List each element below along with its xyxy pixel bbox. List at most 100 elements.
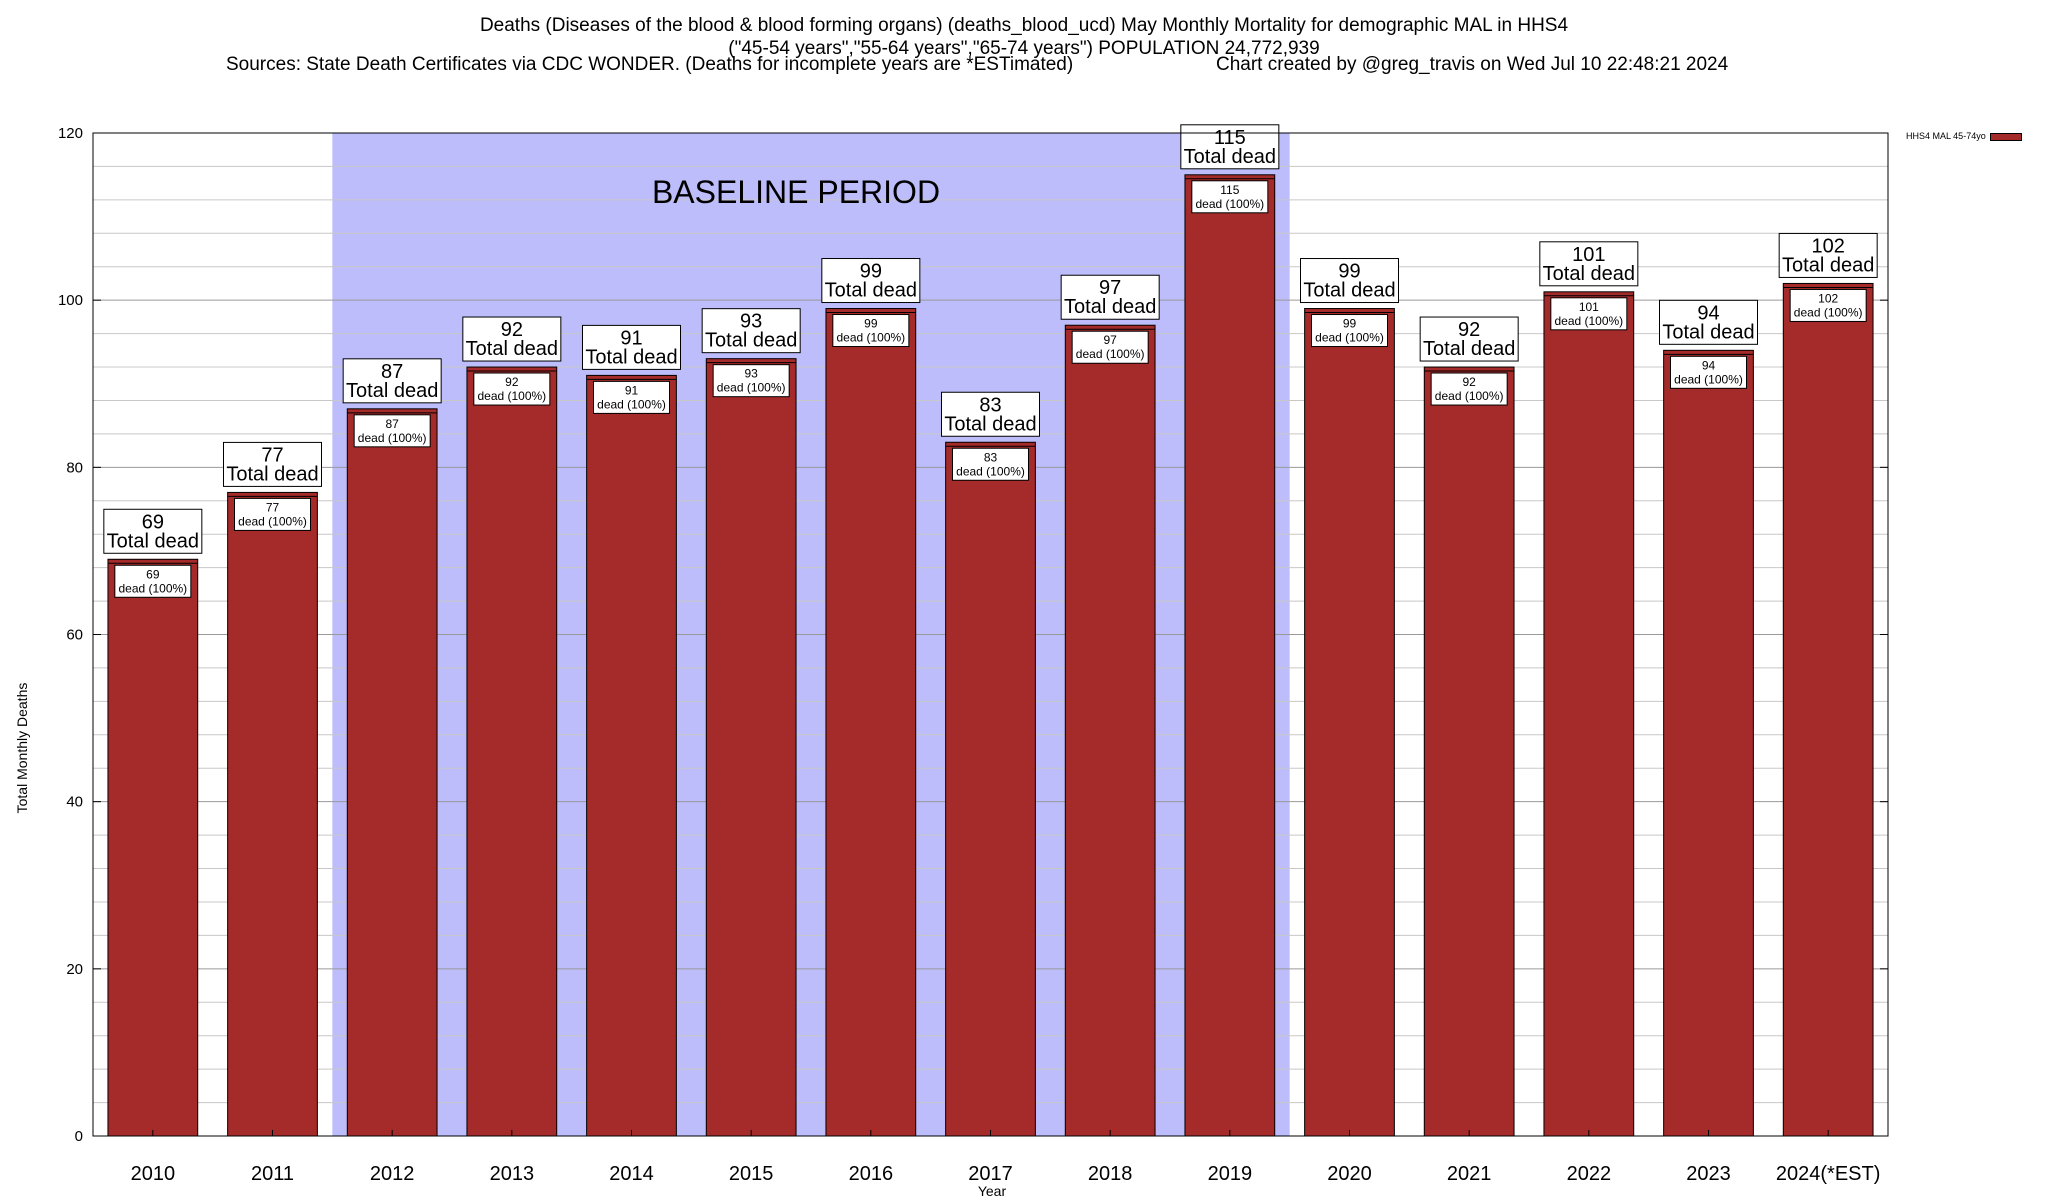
bar-total-value: 92 <box>1458 319 1480 341</box>
bar-inner-value: 115 <box>1220 183 1239 197</box>
bar-total-value: 83 <box>979 394 1001 416</box>
bar-total-value: 97 <box>1099 277 1121 299</box>
bar-inner-label-box <box>353 414 431 448</box>
bar-total-text: Total dead <box>1423 338 1515 360</box>
bar <box>1543 291 1635 1137</box>
bar <box>346 408 438 1137</box>
bar-total-label-box <box>103 508 203 554</box>
bar-inner-value: 92 <box>1462 375 1476 389</box>
sources-row: Sources: State Death Certificates via CD… <box>0 54 2048 126</box>
bar-inner-text: dead (100%) <box>358 431 427 445</box>
bar <box>1663 349 1754 1137</box>
bar-total-text: Total dead <box>1303 280 1395 302</box>
bar <box>586 374 677 1137</box>
x-tick-label: 2024(*EST) <box>1776 1163 1881 1185</box>
bar <box>1304 308 1395 1137</box>
bar-inner-text: dead (100%) <box>1076 347 1145 361</box>
y-tick-label: 40 <box>66 794 83 811</box>
bar-total-text: Total dead <box>1064 296 1156 318</box>
bar-total-value: 77 <box>261 444 283 466</box>
x-tick-label: 2015 <box>729 1163 774 1185</box>
bar-inner-text: dead (100%) <box>1674 372 1743 386</box>
bar-total-text: Total dead <box>585 346 677 368</box>
bar-inner-value: 99 <box>1343 317 1357 331</box>
bar <box>705 358 797 1137</box>
bar <box>466 366 558 1137</box>
bar-total-label-box <box>223 441 322 487</box>
bar-total-value: 115 <box>1214 127 1246 149</box>
x-tick-label: 2012 <box>370 1163 415 1185</box>
chart-title: Deaths (Diseases of the blood & blood fo… <box>0 14 2048 60</box>
bar <box>227 491 318 1137</box>
bar-total-label-box <box>342 358 442 404</box>
bar-inner-text: dead (100%) <box>118 581 187 595</box>
bar-total-text: Total dead <box>346 380 438 402</box>
bar-total-value: 87 <box>381 361 403 383</box>
bar <box>107 558 199 1137</box>
bar-total-text: Total dead <box>107 530 199 552</box>
bar-inner-value: 97 <box>1103 333 1117 347</box>
bar-inner-label-box <box>234 497 311 531</box>
bar-inner-text: dead (100%) <box>1315 331 1384 345</box>
bar-total-value: 69 <box>142 511 164 533</box>
baseline-label: BASELINE PERIOD <box>652 174 940 210</box>
bar <box>1423 366 1515 1137</box>
bar-inner-value: 69 <box>146 567 160 581</box>
bar-total-label-box <box>1300 258 1399 304</box>
bar-total-label-box <box>1659 299 1758 345</box>
bar-inner-label-box <box>832 314 910 348</box>
x-tick-label: 2011 <box>251 1163 294 1185</box>
bar-inner-value: 92 <box>505 375 519 389</box>
bar-inner-label-box <box>712 364 790 398</box>
bar-inner-label-box <box>1550 297 1628 331</box>
sources-text: Sources: State Death Certificates via CD… <box>226 54 1074 75</box>
bar-inner-text: dead (100%) <box>1554 314 1623 328</box>
bar-total-label-box <box>1180 124 1280 170</box>
bar-inner-text: dead (100%) <box>477 389 546 403</box>
bar-total-value: 101 <box>1572 244 1605 266</box>
bar-total-label-box <box>462 316 562 362</box>
bar <box>1064 324 1156 1137</box>
bar-total-text: Total dead <box>825 280 917 302</box>
bar-inner-value: 87 <box>385 417 399 431</box>
bar-inner-text: dead (100%) <box>1195 197 1264 211</box>
bar-inner-text: dead (100%) <box>1794 305 1863 319</box>
bar-inner-label-box <box>593 380 670 414</box>
x-tick-label: 2023 <box>1686 1163 1731 1185</box>
x-tick-label: 2020 <box>1327 1163 1372 1185</box>
y-tick-label: 100 <box>58 292 83 309</box>
chart-title-line-1: Deaths (Diseases of the blood & blood fo… <box>479 15 1569 36</box>
bar-total-text: Total dead <box>466 338 558 360</box>
bar-total-text: Total dead <box>944 413 1036 435</box>
y-tick-label: 20 <box>66 961 83 978</box>
x-tick-label: 2019 <box>1208 1163 1253 1185</box>
bar <box>1184 174 1276 1137</box>
legend-label: HHS4 MAL 45-74yo <box>1906 131 1986 141</box>
bar-inner-label-box <box>114 564 192 598</box>
bar-total-value: 102 <box>1811 235 1844 257</box>
bar-total-text: Total dead <box>226 463 318 485</box>
y-axis-label: Total Monthly Deaths <box>14 682 30 814</box>
bar-total-label-box <box>1539 241 1639 287</box>
bar-inner-value: 94 <box>1702 358 1716 372</box>
bar-total-value: 92 <box>501 319 523 341</box>
bar-inner-label-box <box>952 447 1029 481</box>
bar-total-label-box <box>1778 232 1878 278</box>
x-tick-label: 2017 <box>968 1163 1013 1185</box>
chart-title-line-2: ("45-54 years","55-64 years","65-74 year… <box>728 38 1320 59</box>
bar-total-text: Total dead <box>1184 146 1276 168</box>
bar-inner-value: 91 <box>625 383 639 397</box>
bar-inner-value: 99 <box>864 317 878 331</box>
bar-inner-value: 83 <box>984 450 998 464</box>
bar-total-label-box <box>1419 316 1519 362</box>
bar-inner-text: dead (100%) <box>597 397 666 411</box>
bar-inner-label-box <box>1191 180 1269 214</box>
bar-total-value: 93 <box>740 311 762 333</box>
y-tick-label: 0 <box>75 1128 83 1145</box>
bar-total-text: Total dead <box>1662 321 1754 343</box>
bar-total-label-box <box>1060 274 1160 320</box>
bar-inner-label-box <box>1430 372 1508 406</box>
bar-inner-label-box <box>473 372 551 406</box>
legend: HHS4 MAL 45-74yo <box>1906 131 2022 141</box>
bar-inner-label-box <box>1670 355 1747 389</box>
